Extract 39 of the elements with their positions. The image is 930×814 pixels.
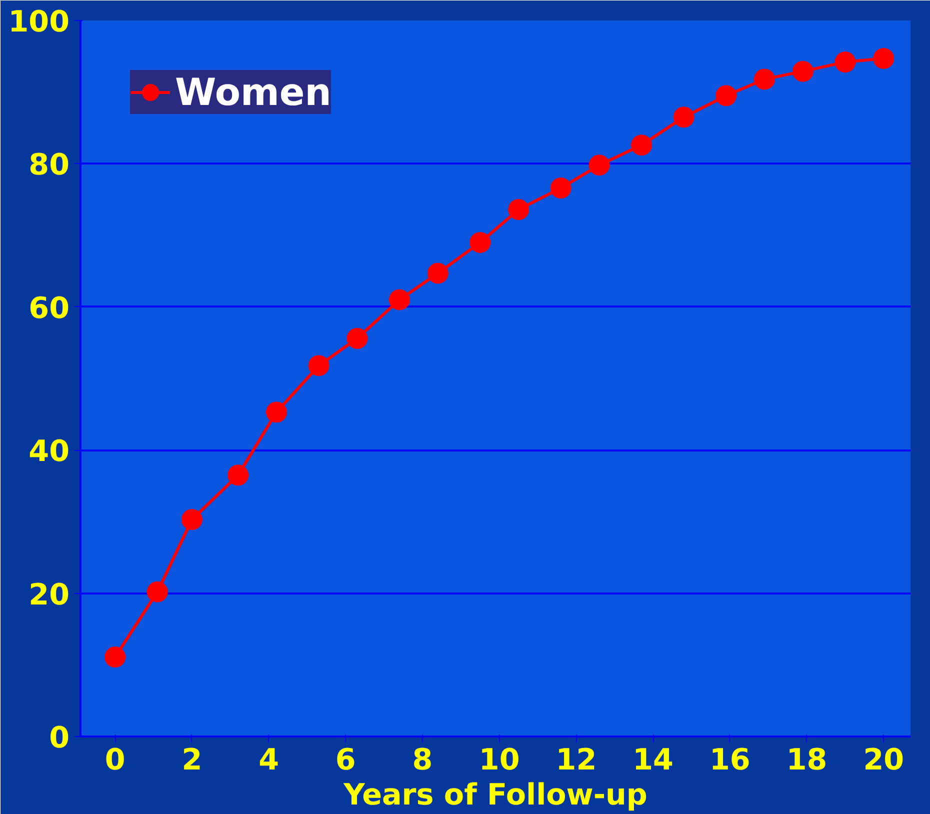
point	[146, 581, 168, 602]
point	[588, 154, 610, 176]
y-tick-label: 80	[28, 148, 70, 182]
point	[470, 232, 491, 253]
x-axis-title: Years of Follow-up	[342, 778, 648, 812]
y-tick-label: 60	[28, 290, 70, 325]
x-tick-label: 12	[556, 742, 597, 776]
y-tick-label: 20	[28, 577, 70, 612]
point	[508, 199, 530, 220]
x-tick-label: 14	[632, 742, 674, 776]
point	[388, 289, 410, 310]
x-tick-label: 10	[478, 742, 520, 776]
point	[792, 60, 814, 82]
x-tick-label: 16	[709, 742, 750, 776]
y-tick-label: 100	[8, 4, 70, 38]
point	[716, 85, 737, 106]
x-tick-label: 0	[104, 742, 126, 776]
x-tick-label: 20	[863, 742, 904, 776]
y-tick-label: 40	[28, 434, 70, 468]
x-tick-label: 18	[786, 742, 828, 776]
point	[104, 646, 126, 668]
point	[181, 509, 202, 530]
point	[834, 52, 856, 73]
point	[427, 262, 448, 284]
y-tick-label: 0	[49, 720, 70, 754]
point	[631, 134, 652, 156]
point	[346, 328, 368, 349]
point	[308, 355, 330, 376]
legend-label: Women	[175, 70, 332, 114]
x-tick-label: 2	[182, 742, 202, 776]
x-tick-label: 8	[412, 742, 433, 776]
point	[266, 402, 287, 423]
point	[873, 48, 894, 69]
point	[754, 68, 775, 90]
point	[228, 464, 249, 486]
point	[673, 106, 694, 128]
x-tick-label: 4	[258, 742, 280, 776]
x-tick-label: 6	[335, 742, 356, 776]
point	[550, 178, 572, 199]
